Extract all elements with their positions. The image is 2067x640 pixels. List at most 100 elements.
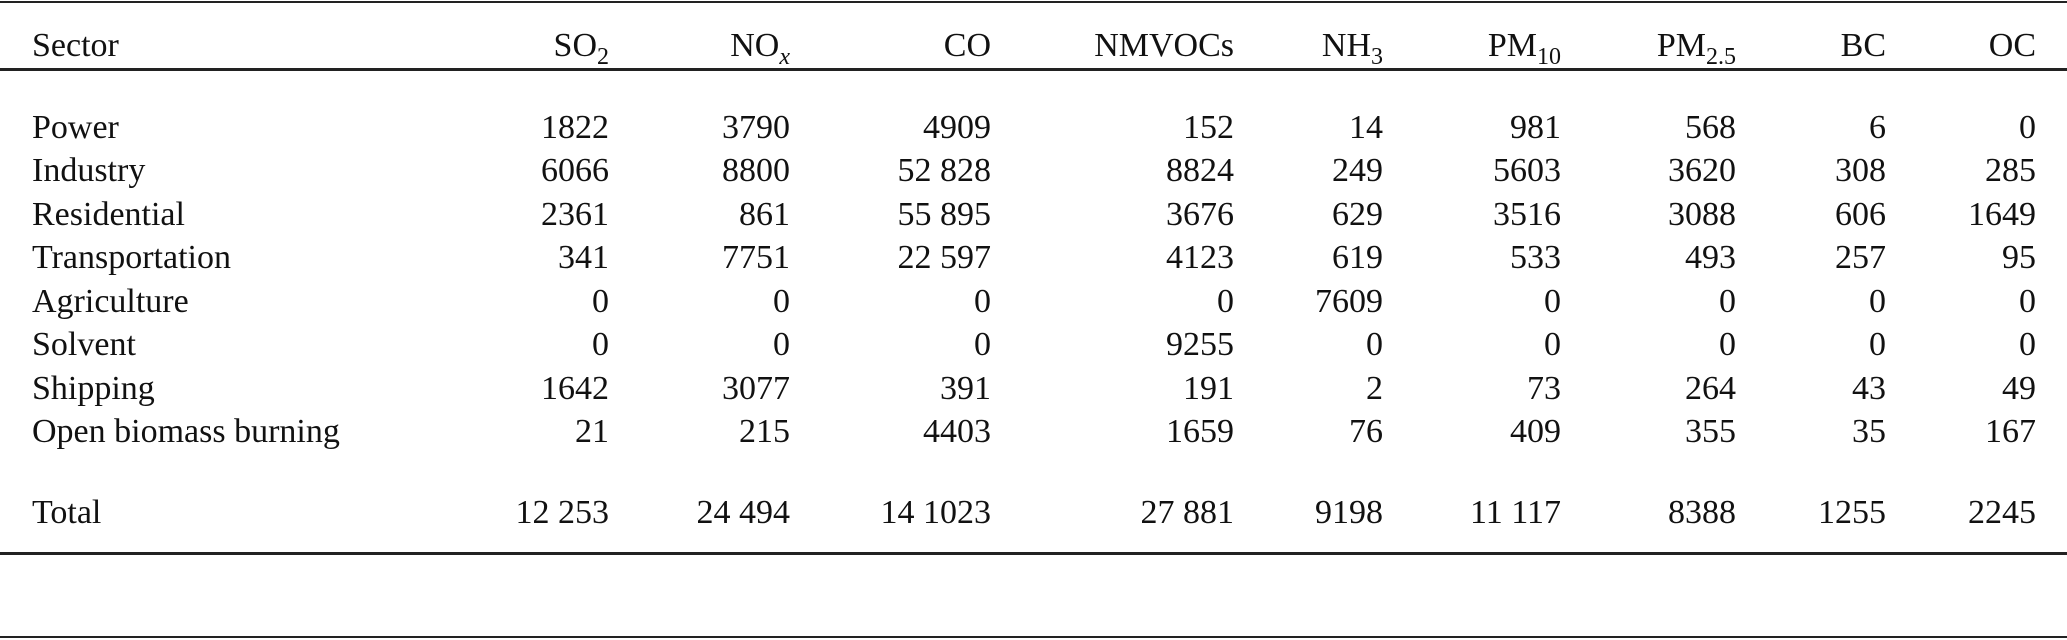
emission-value: 257 — [1835, 239, 1886, 277]
emission-value: 7609 — [1315, 282, 1383, 320]
emission-value: 167 — [1985, 413, 2036, 451]
column-header-subscript: 3 — [1371, 44, 1383, 70]
emission-value: 6066 — [541, 152, 609, 190]
emission-value: 981 — [1510, 108, 1561, 146]
emission-value: 73 — [1527, 369, 1561, 407]
table-row: Agriculture 0 0 0 0 7609 0 0 0 0 — [0, 280, 2036, 324]
sector-name: Agriculture — [32, 282, 189, 320]
emission-value: 606 — [1835, 195, 1886, 233]
emission-value: 3088 — [1668, 195, 1736, 233]
emission-value: 3790 — [722, 108, 790, 146]
emission-value: 9255 — [1166, 326, 1234, 364]
emission-value: 22 597 — [897, 239, 992, 277]
total-value: 1255 — [1818, 494, 1886, 531]
sector-name: Open biomass burning — [32, 413, 340, 451]
total-value: 2245 — [1968, 494, 2036, 531]
emission-value: 861 — [739, 195, 790, 233]
emission-value: 1649 — [1968, 195, 2036, 233]
column-header: PM2.5 — [1561, 0, 1736, 92]
column-header-label: BC — [1840, 27, 1886, 64]
spacer — [0, 92, 2036, 106]
emission-value: 49 — [2002, 369, 2036, 407]
emission-value: 52 828 — [897, 152, 992, 190]
emission-value: 0 — [773, 326, 790, 364]
emission-value: 7751 — [722, 239, 790, 277]
table-row: Shipping 1642 3077 391 191 2 73 264 43 49 — [0, 367, 2036, 411]
table-row: Open biomass burning 21 215 4403 1659 76 409 35… — [0, 411, 2036, 455]
emission-value: 0 — [974, 282, 991, 320]
emission-value: 0 — [1719, 326, 1736, 364]
emission-value: 4909 — [923, 108, 991, 146]
sector-name: Power — [32, 108, 119, 146]
emission-value: 619 — [1332, 239, 1383, 277]
emission-value: 55 895 — [897, 195, 992, 233]
column-header-subscript: 2 — [597, 44, 609, 70]
emission-value: 2 — [1366, 369, 1383, 407]
header-rule — [0, 68, 2067, 71]
emission-value: 0 — [592, 282, 609, 320]
emission-value: 8824 — [1166, 152, 1234, 190]
emission-value: 0 — [1544, 326, 1561, 364]
emission-value: 0 — [1869, 326, 1886, 364]
emission-value: 409 — [1510, 413, 1561, 451]
emission-value: 35 — [1852, 413, 1886, 451]
total-value: 8388 — [1668, 494, 1736, 531]
emission-value: 0 — [974, 326, 991, 364]
emission-value: 0 — [1544, 282, 1561, 320]
emission-value: 14 — [1349, 108, 1383, 146]
column-header-label: Sector — [32, 27, 119, 64]
emission-value: 3676 — [1166, 195, 1234, 233]
emission-value: 0 — [1366, 326, 1383, 364]
total-value: 14 1023 — [880, 494, 992, 531]
table-row: Industry 6066 8800 52 828 8824 249 5603 3620 308… — [0, 150, 2036, 194]
emission-value: 355 — [1685, 413, 1736, 451]
emission-value: 8800 — [722, 152, 790, 190]
emission-value: 308 — [1835, 152, 1886, 190]
column-header-subscript: x — [779, 44, 790, 70]
emission-value: 21 — [575, 413, 609, 451]
emission-value: 493 — [1685, 239, 1736, 277]
column-header-label: NH — [1321, 27, 1371, 64]
column-header-subscript: 2.5 — [1706, 44, 1736, 70]
column-header: SO2 — [470, 0, 609, 92]
emission-value: 285 — [1985, 152, 2036, 190]
emission-value: 533 — [1510, 239, 1561, 277]
table-row: Transportation 341 7751 22 597 4123 619 533 493… — [0, 237, 2036, 281]
total-value: 27 881 — [1140, 494, 1235, 531]
emission-value: 0 — [2019, 108, 2036, 146]
total-rule — [0, 552, 2067, 555]
spacer — [0, 454, 2036, 472]
column-header-label: SO — [553, 27, 597, 64]
emission-value: 0 — [1719, 282, 1736, 320]
emission-value: 0 — [1869, 282, 1886, 320]
table-row: Power 1822 3790 4909 152 14 981 568 6 0 — [0, 106, 2036, 150]
emission-value: 0 — [1217, 282, 1234, 320]
emission-value: 3516 — [1493, 195, 1561, 233]
sector-name: Residential — [32, 195, 185, 233]
table-row: Solvent 0 0 0 9255 0 0 0 0 0 — [0, 324, 2036, 368]
column-header-label: NMVOCs — [1094, 27, 1234, 64]
emission-value: 6 — [1869, 108, 1886, 146]
column-header-label: OC — [1988, 27, 2036, 64]
emission-value: 1659 — [1166, 413, 1234, 451]
emission-value: 43 — [1852, 369, 1886, 407]
emission-value: 3077 — [722, 369, 790, 407]
emission-value: 4123 — [1166, 239, 1234, 277]
top-rule — [0, 1, 2067, 3]
column-header: BC — [1736, 0, 1886, 92]
emission-value: 215 — [739, 413, 790, 451]
sector-name: Industry — [32, 152, 146, 190]
column-header: CO — [790, 0, 991, 92]
emission-value: 0 — [773, 282, 790, 320]
emission-value: 341 — [558, 239, 609, 277]
emission-value: 191 — [1183, 369, 1234, 407]
emission-value: 249 — [1332, 152, 1383, 190]
emission-value: 391 — [940, 369, 991, 407]
emission-value: 2361 — [541, 195, 609, 233]
emission-value: 0 — [592, 326, 609, 364]
emissions-table: Sector SO2 NOx CO NMVOCs NH3 PM10 PM2.5 BC OC Pow… — [0, 0, 2036, 531]
total-label: Total — [32, 494, 102, 531]
sector-name: Transportation — [32, 239, 231, 277]
emission-value: 4403 — [923, 413, 991, 451]
column-header-label: NO — [730, 27, 780, 64]
